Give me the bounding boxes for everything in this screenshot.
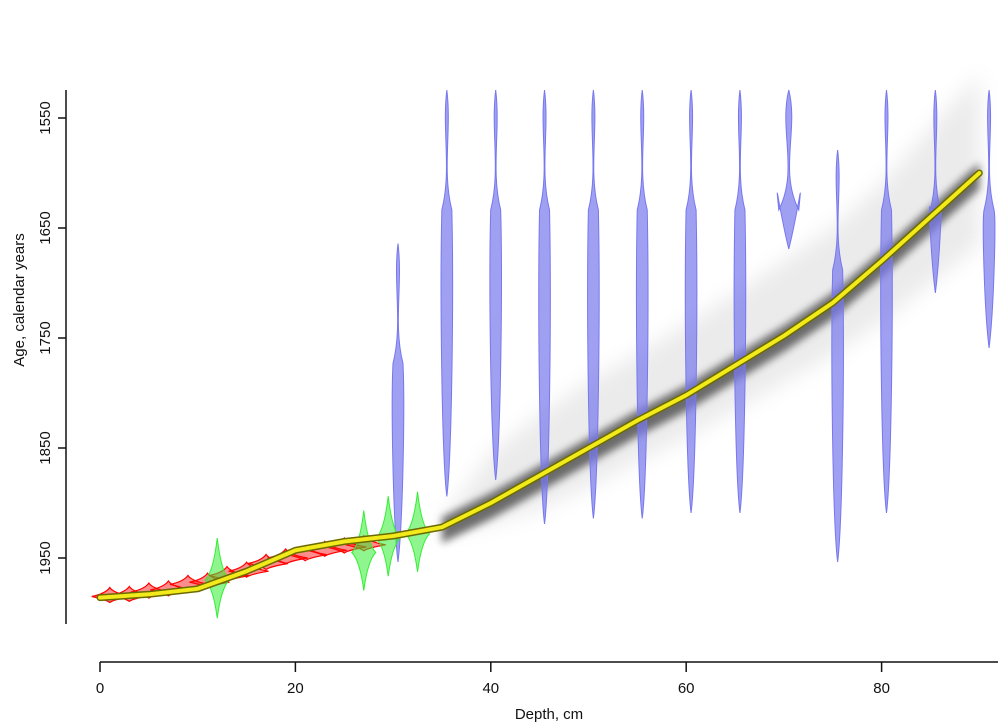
date-calibrated — [351, 510, 377, 591]
age-model-line — [98, 171, 982, 600]
y-tick-label: 1750 — [37, 321, 54, 354]
violin-14c — [982, 89, 996, 349]
x-tick-label: 40 — [482, 680, 499, 697]
violin-14c — [635, 89, 649, 519]
y-axis-ticks: 1550 1650 1750 1850 1950 — [37, 101, 66, 575]
violin-14c — [440, 89, 454, 497]
x-axis-ticks: 0 20 40 60 80 — [96, 662, 890, 697]
violin-14c — [929, 89, 942, 294]
violin-14c — [587, 89, 600, 519]
violin-14c — [489, 89, 502, 481]
violin-14c — [776, 89, 801, 250]
y-tick-label: 1950 — [37, 541, 54, 574]
x-tick-label: 20 — [287, 680, 304, 697]
y-tick-label: 1850 — [37, 431, 54, 464]
violin-14c — [391, 243, 405, 563]
x-tick-label: 60 — [678, 680, 695, 697]
uncertainty-cloud-core — [441, 163, 980, 544]
date-calibrated — [204, 537, 230, 619]
plot-area — [91, 74, 996, 619]
y-tick-label: 1650 — [37, 211, 54, 244]
uncertainty-cloud-outer — [441, 74, 980, 532]
violin-14c — [538, 89, 551, 525]
y-axis-title: Age, calendar years — [11, 233, 28, 366]
x-tick-label: 0 — [96, 680, 104, 697]
violin-14c — [733, 89, 747, 514]
x-axis-title: Depth, cm — [515, 706, 583, 722]
violin-14c — [684, 89, 698, 514]
violin-14c — [831, 149, 844, 563]
y-tick-label: 1550 — [37, 101, 54, 134]
violin-14c — [880, 89, 893, 514]
x-tick-label: 80 — [873, 680, 890, 697]
